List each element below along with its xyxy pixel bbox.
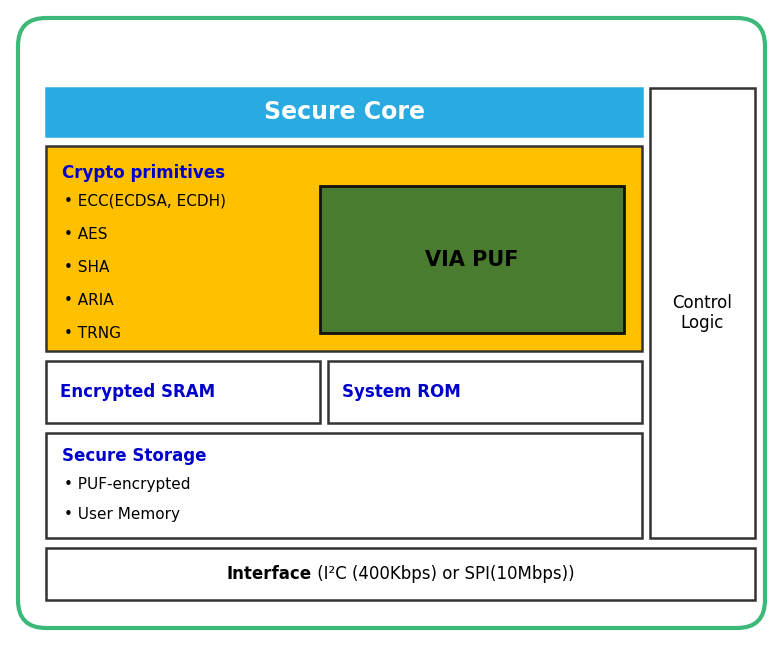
- Bar: [320, 186, 624, 333]
- Text: Secure Core: Secure Core: [264, 100, 424, 124]
- Text: • User Memory: • User Memory: [64, 507, 180, 522]
- Bar: [46, 361, 320, 423]
- Text: Secure Storage: Secure Storage: [62, 447, 207, 465]
- Text: • ARIA: • ARIA: [64, 293, 114, 308]
- Bar: [46, 433, 642, 538]
- Bar: [46, 88, 642, 136]
- Text: Control
Logic: Control Logic: [673, 293, 732, 333]
- Text: Interface: Interface: [226, 565, 312, 583]
- Bar: [328, 361, 642, 423]
- Bar: [46, 548, 755, 600]
- Bar: [650, 88, 755, 538]
- Bar: [46, 146, 642, 351]
- Text: • PUF-encrypted: • PUF-encrypted: [64, 477, 190, 492]
- Text: (I²C (400Kbps) or SPI(10Mbps)): (I²C (400Kbps) or SPI(10Mbps)): [312, 565, 575, 583]
- Text: Crypto primitives: Crypto primitives: [62, 164, 225, 182]
- Text: • ECC(ECDSA, ECDH): • ECC(ECDSA, ECDH): [64, 194, 226, 209]
- Text: VIA PUF: VIA PUF: [425, 249, 519, 269]
- Text: • SHA: • SHA: [64, 260, 110, 275]
- FancyBboxPatch shape: [18, 18, 765, 628]
- Text: • AES: • AES: [64, 227, 107, 242]
- Text: • TRNG: • TRNG: [64, 326, 121, 341]
- Text: Encrypted SRAM: Encrypted SRAM: [60, 383, 215, 401]
- Text: System ROM: System ROM: [342, 383, 460, 401]
